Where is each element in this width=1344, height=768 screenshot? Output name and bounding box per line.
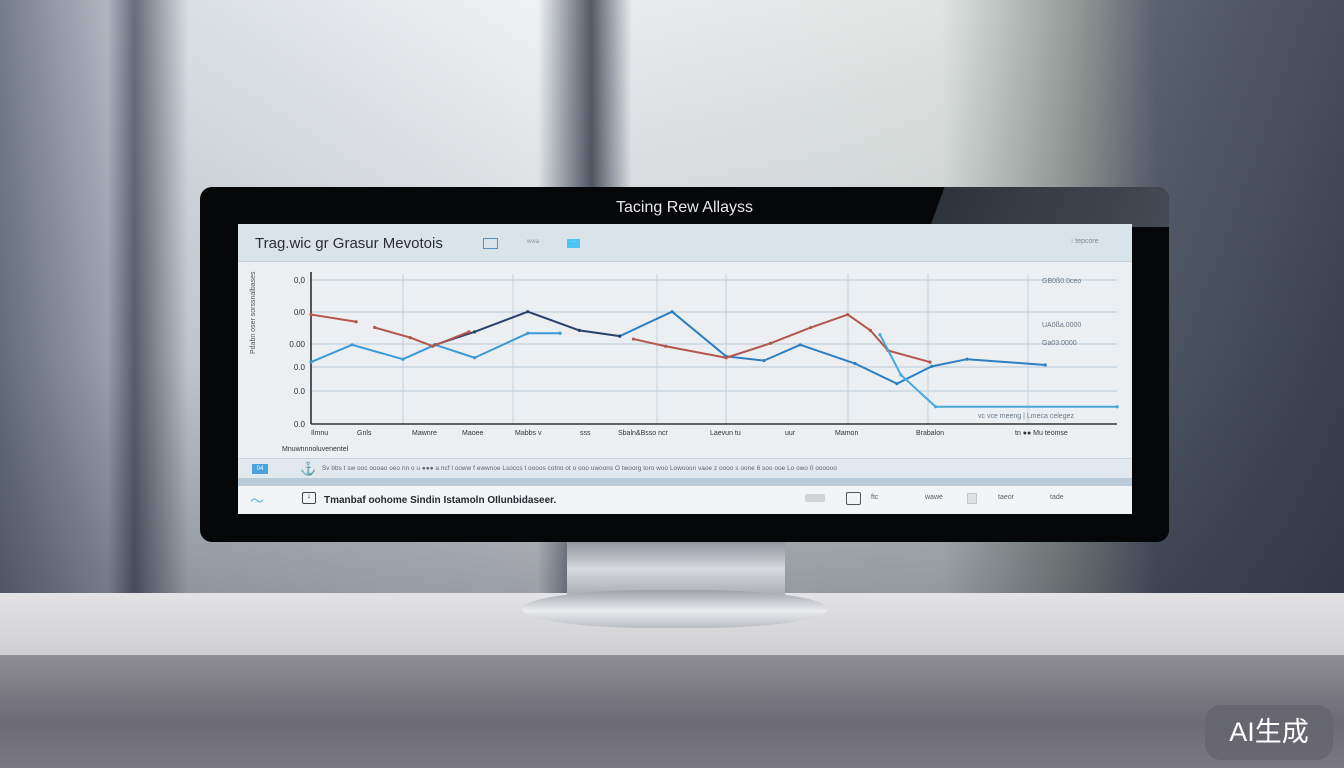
footer-label[interactable]: ftc bbox=[871, 494, 879, 501]
data-point bbox=[309, 360, 313, 364]
data-point bbox=[934, 405, 938, 409]
monitor-title: Tacing Rew Allayss bbox=[616, 199, 753, 216]
data-point bbox=[868, 328, 872, 332]
x-tick-label: Gnls bbox=[357, 430, 372, 437]
data-point bbox=[1043, 363, 1047, 367]
series-line-5 bbox=[633, 313, 931, 364]
data-point bbox=[895, 382, 899, 386]
right-annotation: GB0ß0.0ceo bbox=[1042, 278, 1081, 285]
right-annotation: vc vce meeng | Lmeca celegez bbox=[978, 413, 1074, 420]
row-badge: 04 bbox=[252, 464, 268, 474]
y-tick-label: 0/0 bbox=[294, 308, 306, 317]
ai-generated-watermark: AI生成 bbox=[1205, 705, 1333, 760]
header-label[interactable]: wwa bbox=[527, 239, 540, 245]
data-point bbox=[798, 343, 802, 347]
x-axis-title: Mnuwnnnoluvenentel bbox=[282, 446, 349, 453]
data-point bbox=[467, 330, 471, 334]
y-tick-label: 0,0 bbox=[294, 276, 306, 285]
document-icon[interactable] bbox=[846, 492, 861, 505]
footer-text: Tmanbaf oohome Sindin Istamoln OIlunbida… bbox=[324, 495, 557, 506]
clipboard-icon[interactable]: ↓ bbox=[302, 492, 316, 504]
footer-label[interactable]: wawe bbox=[925, 494, 943, 501]
data-point bbox=[373, 325, 377, 330]
data-point bbox=[350, 343, 354, 347]
data-point bbox=[558, 331, 562, 335]
data-point bbox=[928, 360, 932, 364]
data-point bbox=[618, 334, 622, 338]
data-point bbox=[354, 320, 358, 324]
header-button[interactable]: ··· bbox=[567, 239, 580, 248]
data-point bbox=[853, 361, 857, 366]
x-tick-label: Maoee bbox=[462, 430, 484, 437]
data-point bbox=[809, 325, 813, 330]
series-line-2 bbox=[434, 310, 620, 346]
data-point bbox=[401, 357, 405, 361]
data-point bbox=[930, 364, 934, 368]
x-tick-label: sss bbox=[580, 430, 591, 437]
x-tick-label: Brabalon bbox=[916, 430, 944, 437]
data-point bbox=[577, 328, 581, 332]
header-menu[interactable]: ⁝ tepcore bbox=[1071, 238, 1099, 245]
data-point bbox=[1115, 405, 1119, 409]
footer-row: 〜 ↓ Tmanbaf oohome Sindin Istamoln OIlun… bbox=[238, 486, 1132, 514]
data-point bbox=[878, 333, 882, 337]
series-line-6 bbox=[879, 334, 1117, 408]
series-line-0 bbox=[310, 332, 561, 364]
data-point bbox=[526, 331, 530, 335]
x-tick-label: Laevun tu bbox=[710, 430, 741, 437]
x-tick-label: Ilmnu bbox=[311, 430, 328, 437]
series-line-1 bbox=[619, 310, 1046, 385]
x-tick-label: Mabbs v bbox=[515, 430, 542, 437]
footer-label[interactable]: tade bbox=[1050, 494, 1064, 501]
y-tick-label: 0.0 bbox=[294, 387, 306, 396]
dashboard-screen: Trag.wic gr Grasur Mevotois wwa ··· ⁝ te… bbox=[238, 224, 1132, 514]
window-icon[interactable] bbox=[483, 238, 498, 249]
wave-icon: 〜 bbox=[250, 493, 264, 509]
data-point bbox=[768, 341, 773, 345]
data-point bbox=[899, 373, 903, 377]
data-point bbox=[631, 337, 635, 341]
app-title: Trag.wic gr Grasur Mevotois bbox=[255, 235, 443, 252]
y-tick-label: 0.00 bbox=[289, 340, 305, 349]
monitor-stand-neck bbox=[567, 540, 785, 598]
divider-band bbox=[238, 478, 1132, 486]
desk-front bbox=[0, 655, 1344, 768]
series-line-4 bbox=[374, 326, 470, 348]
line-chart: 0.0 0.0 0.0 0.00 0/0 0,0 Ilmnu Gnls Mawnre Maoee M… bbox=[282, 272, 1119, 453]
data-point bbox=[664, 344, 668, 348]
y-tick-label: 0.0 bbox=[294, 363, 306, 372]
data-point bbox=[762, 359, 766, 363]
toggle-pill[interactable] bbox=[805, 494, 825, 502]
data-point bbox=[431, 344, 435, 348]
data-point bbox=[846, 312, 850, 317]
data-point bbox=[309, 312, 313, 317]
data-point bbox=[670, 310, 674, 314]
series-line-3 bbox=[310, 313, 357, 323]
x-tick-label: Sbaln&Bsso ncr bbox=[618, 430, 668, 437]
data-point bbox=[724, 356, 728, 360]
data-point bbox=[408, 336, 412, 340]
anchor-icon: ⚓ bbox=[300, 461, 317, 476]
monitor-stand-base bbox=[522, 590, 828, 628]
right-annotation: UA0ßa.0000 bbox=[1042, 322, 1081, 329]
y-tick-label: 0.0 bbox=[294, 420, 306, 429]
right-annotation: Ga03.0000 bbox=[1042, 340, 1077, 347]
info-row: 04 ⚓ Sv bbs t sw ooc oooao oeo nn o u ●●… bbox=[238, 458, 1132, 478]
x-tick-label: Mawnre bbox=[412, 430, 437, 437]
footer-label[interactable]: taeor bbox=[998, 494, 1014, 501]
data-point bbox=[473, 356, 477, 360]
x-tick-label: tn ●● Mu teomse bbox=[1015, 430, 1068, 437]
app-header: Trag.wic gr Grasur Mevotois wwa ··· ⁝ te… bbox=[238, 224, 1132, 262]
data-point bbox=[965, 357, 969, 361]
checkbox[interactable] bbox=[967, 493, 977, 504]
x-tick-label: Mamon bbox=[835, 430, 858, 437]
info-row-text: Sv bbs t sw ooc oooao oeo nn o u ●●● a n… bbox=[322, 465, 837, 472]
data-point bbox=[473, 330, 477, 334]
x-tick-label: uur bbox=[785, 430, 796, 437]
data-point bbox=[526, 310, 530, 314]
